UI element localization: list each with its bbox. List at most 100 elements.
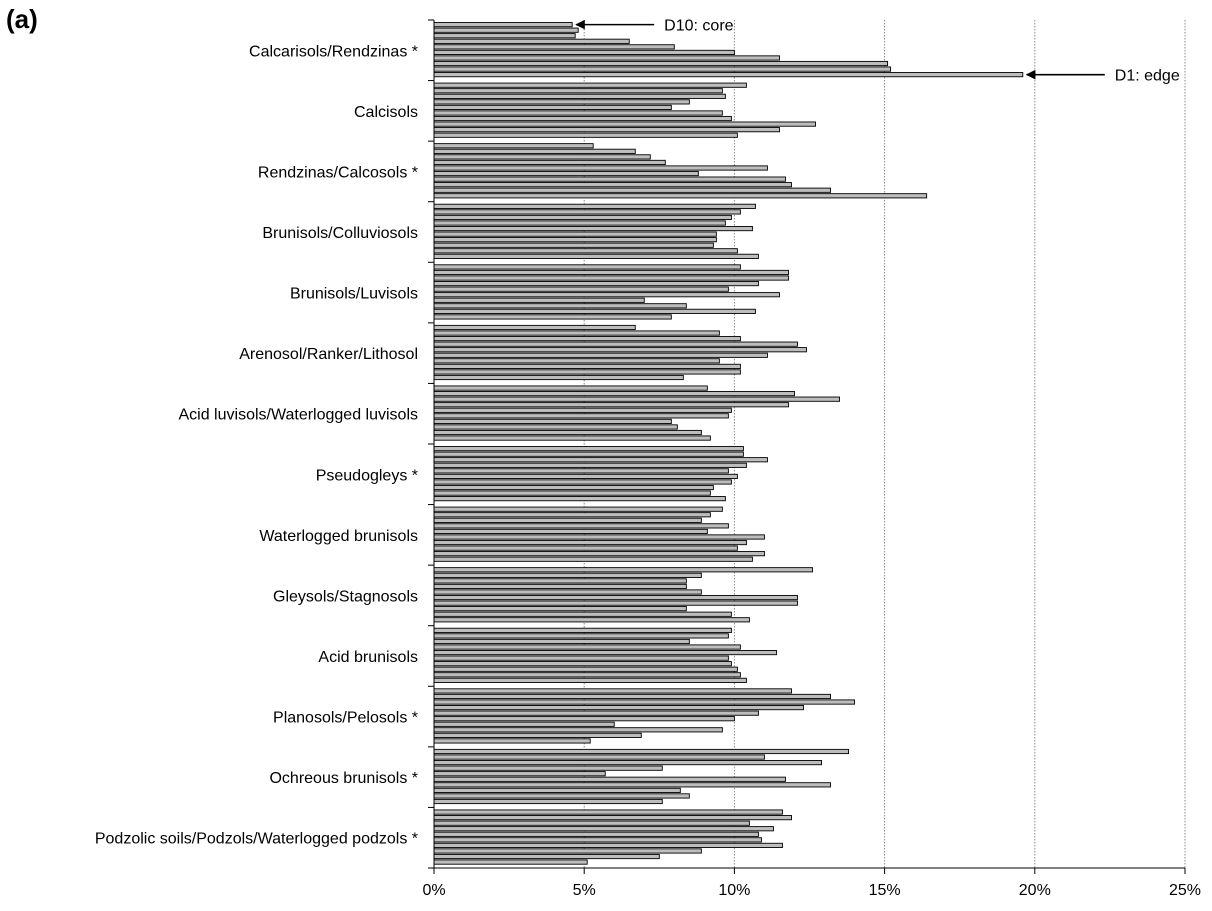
- bar: [433, 666, 738, 672]
- bar: [433, 292, 780, 298]
- bar: [433, 567, 813, 573]
- bar: [433, 649, 777, 656]
- bar: [433, 33, 576, 39]
- bar: [433, 710, 759, 716]
- bar: [433, 760, 822, 766]
- bar: [433, 732, 642, 738]
- bar: [433, 798, 663, 805]
- bar: [433, 748, 849, 755]
- x-tick-label: 25%: [1169, 882, 1201, 899]
- bar: [433, 787, 681, 793]
- bar: [433, 358, 720, 364]
- bar: [433, 324, 636, 331]
- bar: [433, 655, 729, 661]
- bar: [433, 385, 708, 391]
- bar: [433, 446, 744, 452]
- bar: [433, 771, 606, 777]
- bar: [433, 661, 732, 667]
- x-tick-label: 0%: [422, 882, 445, 899]
- bar: [433, 551, 765, 557]
- bar: [433, 435, 711, 441]
- bar: [433, 479, 732, 485]
- bar: [433, 110, 723, 116]
- bar: [433, 606, 687, 612]
- bar: [433, 281, 759, 287]
- bar: [433, 330, 720, 336]
- bar: [433, 418, 672, 424]
- bar: [433, 72, 1024, 78]
- bar: [433, 269, 789, 276]
- bar: [433, 424, 678, 430]
- category-label: Planosols/Pelosols *: [273, 710, 418, 727]
- bar: [433, 457, 768, 463]
- bar: [433, 859, 588, 865]
- bar: [433, 451, 744, 457]
- bar: [433, 341, 798, 347]
- bar: [433, 490, 711, 496]
- category-label: Calcisols: [354, 104, 418, 121]
- category-label: Waterlogged brunisols: [259, 528, 418, 545]
- bar: [433, 589, 702, 595]
- bar: [433, 738, 591, 744]
- category-label: Rendzinas/Calcosols *: [258, 164, 418, 181]
- bar: [433, 297, 645, 303]
- bar: [433, 176, 786, 182]
- category-label: Podzolic soils/Podzols/Waterlogged podzo…: [95, 831, 418, 848]
- bar: [433, 633, 729, 639]
- bar: [433, 545, 738, 551]
- bar: [433, 242, 714, 248]
- gridlines: [583, 20, 1186, 868]
- bar: [433, 231, 717, 237]
- bar: [433, 182, 792, 188]
- bar: [433, 523, 729, 529]
- bar: [433, 248, 738, 254]
- bar: [433, 374, 684, 381]
- bar: [433, 38, 630, 44]
- bar: [433, 165, 768, 171]
- bar: [433, 275, 789, 281]
- bar: [433, 308, 756, 314]
- bar: [433, 462, 747, 468]
- bar: [433, 303, 687, 309]
- bar: [433, 826, 774, 832]
- bar: [433, 820, 750, 826]
- bar: [433, 638, 690, 645]
- bar: [433, 391, 795, 397]
- bar: [433, 49, 735, 56]
- category-label: Pseudogleys *: [316, 467, 418, 484]
- bar: [433, 27, 579, 33]
- bar: [433, 716, 735, 722]
- bar: [433, 556, 753, 562]
- bar: [433, 754, 765, 760]
- category-label: Arenosol/Ranker/Lithosol: [239, 346, 418, 363]
- bar: [433, 572, 702, 578]
- bar: [433, 352, 768, 358]
- bar: [433, 815, 792, 821]
- bar: [433, 148, 636, 154]
- bar: [433, 782, 831, 788]
- bar: [433, 534, 765, 540]
- annotation-label: D10: core: [664, 18, 733, 35]
- bar: [433, 99, 690, 105]
- bar: [433, 429, 702, 436]
- bar: [433, 347, 807, 353]
- bars: [433, 22, 1024, 865]
- bar: [433, 55, 780, 61]
- category-label: Calcarisols/Rendzinas *: [249, 43, 418, 60]
- category-label: Acid brunisols: [318, 649, 418, 666]
- bar: [433, 848, 702, 854]
- bar: [433, 396, 840, 402]
- bar: [433, 214, 732, 221]
- bar: [433, 506, 723, 512]
- bar: [433, 539, 747, 546]
- bar: [433, 793, 690, 799]
- bar: [433, 121, 816, 127]
- x-tick-label: 5%: [573, 882, 596, 899]
- bar: [433, 693, 831, 700]
- bar: [433, 154, 651, 160]
- bar: [433, 528, 708, 535]
- bar: [433, 60, 889, 67]
- category-labels: Calcarisols/Rendzinas * Calcisols Rendzina…: [95, 43, 418, 847]
- axes: 0% 5% 10% 15% 20% 25%: [422, 19, 1201, 899]
